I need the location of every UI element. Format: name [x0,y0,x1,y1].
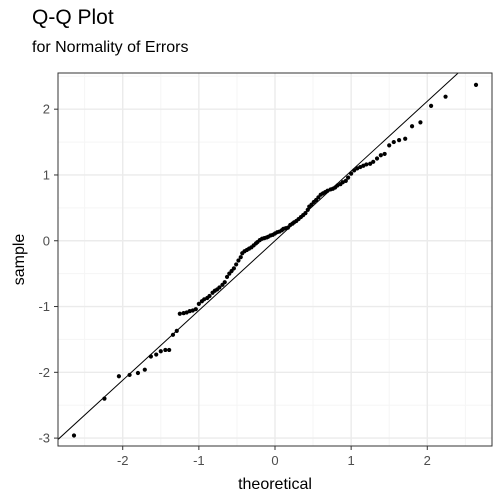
data-point [222,280,227,285]
data-point [158,349,163,354]
x-tick-label: 0 [271,453,278,468]
major-grid [58,73,492,446]
data-point [174,328,179,333]
data-point [364,162,369,167]
y-tick-label: -2 [38,365,50,380]
data-point [238,255,243,260]
data-point [371,159,376,164]
y-axis-title: sample [11,234,28,286]
data-point [397,138,402,143]
data-point [217,285,222,290]
data-point [142,367,147,372]
data-points [71,82,479,438]
chart-subtitle: for Normality of Errors [32,39,189,56]
y-tick-label: 2 [43,102,50,117]
data-point [224,274,230,280]
data-point [345,175,351,180]
data-point [163,347,168,353]
data-point [170,332,176,337]
data-point [352,168,357,173]
y-tick-label: 0 [43,233,50,248]
data-point [116,374,122,379]
y-axis-ticks: -3 -2 -1 0 1 2 [38,102,58,446]
data-point [236,258,241,263]
data-point [234,262,239,267]
data-point [428,103,434,108]
data-point [387,143,392,148]
x-axis-ticks: -2 -1 0 1 2 [117,446,431,468]
x-tick-label: 1 [348,453,355,468]
x-axis-title: theoretical [238,476,312,493]
data-point [102,396,107,401]
data-point [349,171,354,176]
y-tick-label: 1 [43,167,50,182]
x-tick-label: -2 [117,453,129,468]
data-point [382,151,387,157]
data-point [177,311,182,316]
data-point [303,211,308,216]
data-point [154,352,159,357]
data-point [71,433,77,438]
data-point [443,94,448,99]
data-point [193,307,198,312]
data-point [127,372,132,378]
y-tick-label: -3 [38,431,50,446]
y-tick-label: -1 [38,299,50,314]
chart-title: Q-Q Plot [32,6,114,29]
x-tick-label: 2 [424,453,431,468]
data-point [409,124,415,129]
data-point [135,370,141,376]
data-point [207,293,212,299]
x-tick-label: -1 [193,453,205,468]
data-point [378,153,383,158]
data-point [391,139,396,145]
data-point [148,354,153,359]
data-point [473,82,479,87]
data-point [374,156,380,161]
data-point [231,266,236,271]
data-point [368,161,373,166]
data-point [167,347,172,353]
data-point [418,120,423,125]
data-point [343,178,348,183]
data-point [305,207,310,212]
data-point [196,301,201,307]
data-point [403,136,408,141]
